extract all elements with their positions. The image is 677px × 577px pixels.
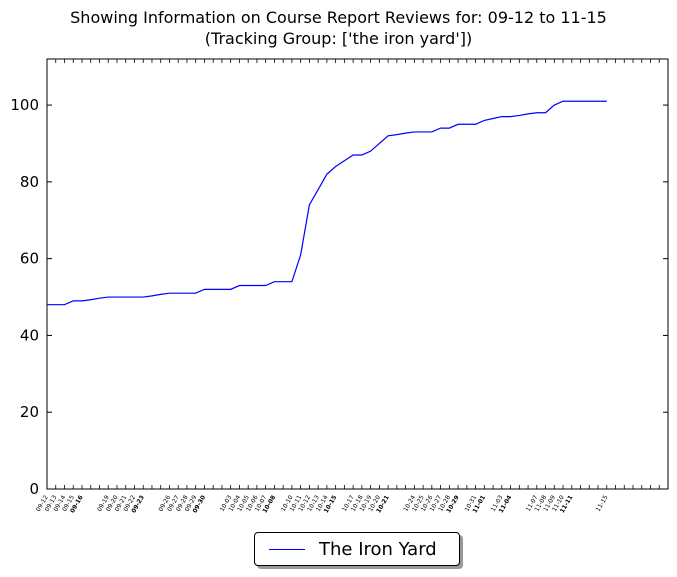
legend-swatch-the-iron-yard [269, 549, 305, 550]
y-tick-label: 40 [20, 326, 39, 344]
x-tick-label: 11-15 [595, 494, 610, 513]
chart-subtitle: (Tracking Group: ['the iron yard']) [204, 29, 473, 48]
plot-frame [46, 58, 669, 490]
y-tick-label: 60 [20, 250, 39, 268]
legend-label-the-iron-yard: The Iron Yard [319, 539, 437, 560]
series-line-the-iron-yard [47, 100, 607, 306]
chart-title: Showing Information on Course Report Rev… [70, 8, 607, 27]
y-tick-label: 0 [29, 480, 39, 498]
y-tick-label: 100 [10, 96, 39, 114]
legend: The Iron Yard [254, 532, 460, 566]
y-tick-label: 20 [20, 403, 39, 421]
y-tick-label: 80 [20, 173, 39, 191]
